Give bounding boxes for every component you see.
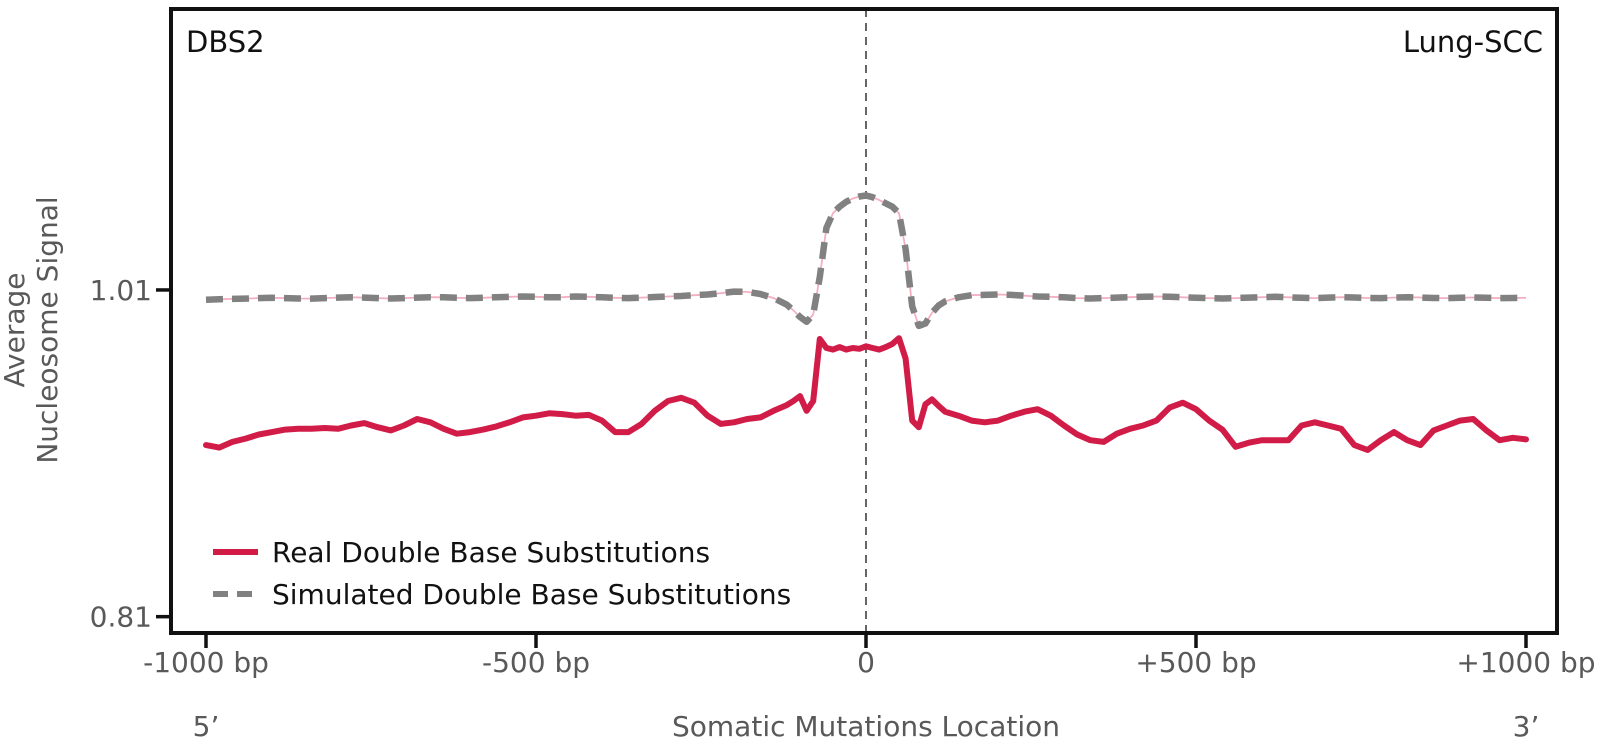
x-axis-label: Somatic Mutations Location (672, 710, 1060, 743)
five-prime-label: 5’ (193, 710, 220, 743)
cancer-type-label: Lung-SCC (1403, 25, 1543, 59)
x-tick-label: -1000 bp (143, 646, 269, 679)
legend: Real Double Base Substitutions Simulated… (213, 536, 791, 611)
x-tick-label: -500 bp (482, 646, 590, 679)
three-prime-label: 3’ (1513, 710, 1540, 743)
plot-frame (169, 7, 1559, 635)
legend-label-simulated: Simulated Double Base Substitutions (272, 578, 791, 611)
y-axis-label-line2: Nucleosome Signal (31, 196, 64, 463)
y-tick-label: 0.81 (90, 601, 152, 634)
y-axis-label-line1: Average (0, 273, 31, 388)
x-tick-label: +1000 bp (1456, 646, 1595, 679)
plot-dynamic: -1000 bp -500 bp 0 +500 bp +1000 bp 1.01 0.81 (90, 9, 1596, 679)
series-line-1 (205, 192, 1527, 330)
y-tick-label: 1.01 (90, 274, 152, 307)
x-tick-label: 0 (857, 646, 875, 679)
signature-label: DBS2 (186, 25, 265, 59)
x-tick-label: +500 bp (1135, 646, 1256, 679)
legend-label-real: Real Double Base Substitutions (272, 536, 710, 569)
series-line-0 (203, 335, 1529, 453)
